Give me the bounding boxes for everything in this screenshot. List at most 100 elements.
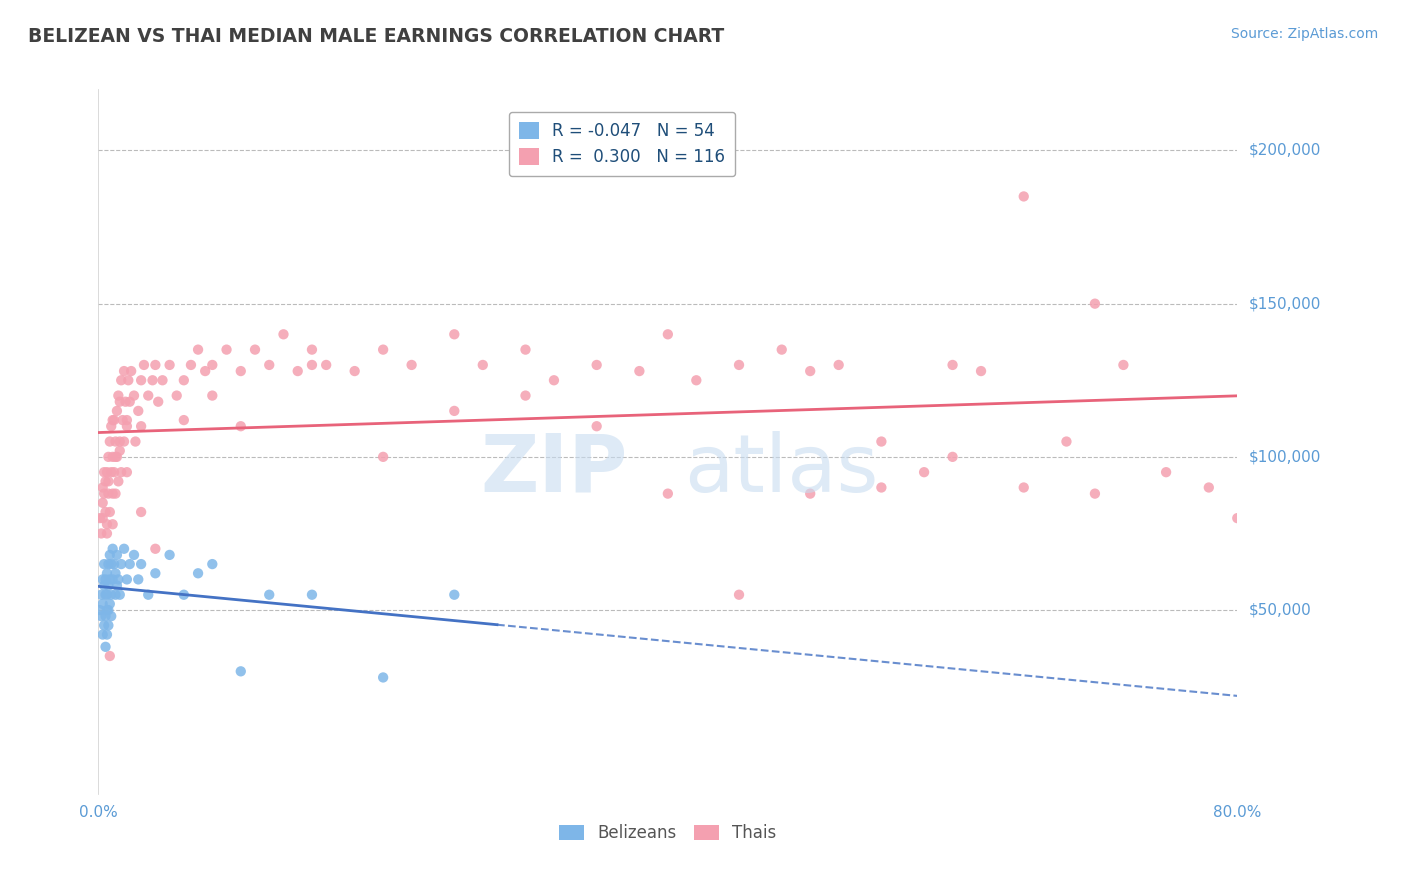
Point	[187, 566, 209, 581]
Point	[104, 486, 127, 500]
Point	[107, 573, 129, 587]
Point	[471, 358, 494, 372]
Point	[1084, 296, 1107, 310]
Point	[129, 505, 152, 519]
Point	[94, 609, 117, 624]
Point	[96, 517, 118, 532]
Point	[91, 573, 114, 587]
Point	[112, 434, 135, 449]
Point	[166, 388, 188, 402]
Point	[101, 413, 124, 427]
Point	[91, 511, 114, 525]
Point	[101, 517, 124, 532]
Point	[98, 597, 121, 611]
Point	[110, 557, 132, 571]
Point	[770, 343, 793, 357]
Point	[301, 358, 323, 372]
Point	[97, 475, 120, 489]
Point	[93, 465, 115, 479]
Point	[152, 373, 174, 387]
Point	[201, 388, 224, 402]
Point	[970, 364, 993, 378]
Point	[301, 343, 323, 357]
Point	[728, 588, 751, 602]
Point	[259, 588, 281, 602]
Point	[401, 358, 423, 372]
Point	[315, 358, 337, 372]
Point	[90, 609, 112, 624]
Point	[93, 557, 115, 571]
Point	[112, 541, 135, 556]
Point	[108, 588, 131, 602]
Point	[91, 627, 114, 641]
Point	[96, 465, 118, 479]
Point	[443, 588, 465, 602]
Point	[129, 373, 152, 387]
Point	[173, 373, 195, 387]
Point	[173, 588, 195, 602]
Point	[942, 450, 965, 464]
Point	[101, 450, 124, 464]
Point	[515, 388, 537, 402]
Point	[96, 526, 118, 541]
Point	[194, 364, 217, 378]
Point	[1012, 189, 1035, 203]
Point	[127, 573, 149, 587]
Point	[110, 465, 132, 479]
Point	[101, 486, 124, 500]
Text: ZIP: ZIP	[481, 431, 627, 508]
Point	[145, 358, 167, 372]
Text: $150,000: $150,000	[1249, 296, 1320, 311]
Point	[100, 609, 122, 624]
Point	[373, 343, 395, 357]
Legend: Belizeans, Thais: Belizeans, Thais	[553, 818, 783, 849]
Point	[122, 388, 145, 402]
Point	[94, 573, 117, 587]
Point	[129, 419, 152, 434]
Point	[343, 364, 366, 378]
Point	[112, 364, 135, 378]
Point	[96, 588, 118, 602]
Point	[828, 358, 851, 372]
Point	[159, 358, 181, 372]
Point	[118, 394, 141, 409]
Point	[104, 588, 127, 602]
Point	[124, 434, 146, 449]
Point	[107, 388, 129, 402]
Point	[90, 526, 112, 541]
Point	[1056, 434, 1078, 449]
Point	[98, 505, 121, 519]
Text: $100,000: $100,000	[1249, 450, 1320, 465]
Point	[89, 511, 111, 525]
Text: atlas: atlas	[685, 431, 879, 508]
Point	[229, 364, 252, 378]
Point	[105, 450, 128, 464]
Point	[215, 343, 238, 357]
Point	[1112, 358, 1135, 372]
Point	[104, 450, 127, 464]
Point	[799, 364, 821, 378]
Point	[373, 670, 395, 684]
Point	[201, 557, 224, 571]
Point	[127, 404, 149, 418]
Point	[443, 404, 465, 418]
Point	[91, 481, 114, 495]
Point	[101, 573, 124, 587]
Point	[515, 343, 537, 357]
Point	[132, 358, 155, 372]
Point	[145, 541, 167, 556]
Point	[90, 588, 112, 602]
Point	[101, 541, 124, 556]
Point	[98, 648, 121, 663]
Point	[103, 557, 125, 571]
Point	[111, 413, 134, 427]
Text: BELIZEAN VS THAI MEDIAN MALE EARNINGS CORRELATION CHART: BELIZEAN VS THAI MEDIAN MALE EARNINGS CO…	[28, 27, 724, 45]
Point	[443, 327, 465, 342]
Point	[912, 465, 935, 479]
Point	[100, 588, 122, 602]
Point	[159, 548, 181, 562]
Point	[100, 557, 122, 571]
Point	[870, 434, 893, 449]
Point	[96, 627, 118, 641]
Point	[657, 486, 679, 500]
